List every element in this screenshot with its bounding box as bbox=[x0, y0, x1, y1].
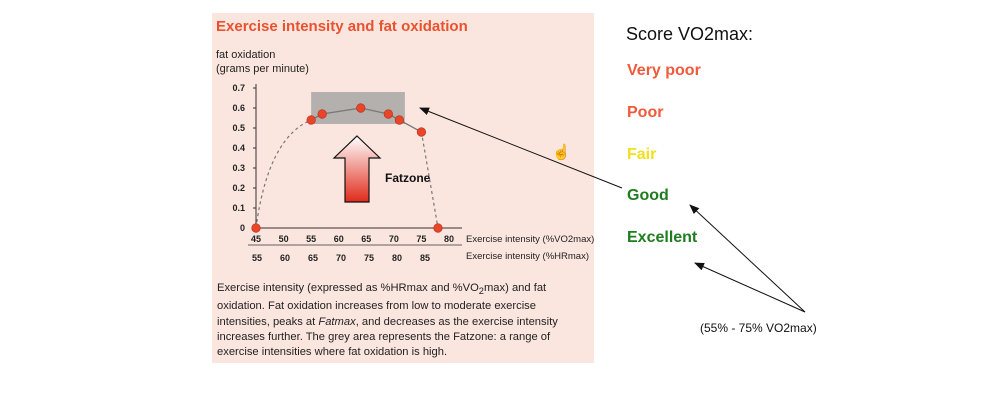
x2-tick-label: 80 bbox=[392, 253, 402, 263]
data-point bbox=[416, 127, 427, 137]
pointer-arrow-to-excellent bbox=[694, 262, 806, 313]
x2-tick-label: 75 bbox=[364, 253, 374, 263]
curve-rising-dashed bbox=[255, 119, 312, 229]
x-tick-label: 75 bbox=[416, 234, 426, 244]
x2-tick-label: 70 bbox=[336, 253, 346, 263]
x2-tick-label: 60 bbox=[280, 253, 290, 263]
x-tick-label: 70 bbox=[389, 234, 399, 244]
pointer-arrow-to-good bbox=[689, 204, 806, 313]
x-tick-label: 60 bbox=[334, 234, 344, 244]
data-point bbox=[306, 115, 316, 125]
score-title: Score VO2max: bbox=[626, 24, 754, 44]
figure-caption: Exercise intensity (expressed as %HRmax … bbox=[217, 282, 558, 359]
y-tick-label: 0.3 bbox=[232, 163, 245, 173]
y-tick-label: 0.6 bbox=[232, 103, 245, 113]
x2-tick-label: 85 bbox=[420, 253, 430, 263]
score-excellent: Excellent bbox=[627, 229, 698, 246]
data-point bbox=[394, 115, 404, 125]
y-tick-label: 0.2 bbox=[232, 183, 245, 193]
y-tick-label: 0.5 bbox=[232, 123, 245, 133]
x2-axis-label: Exercise intensity (%HRmax) bbox=[466, 251, 589, 262]
x-axis-label: Exercise intensity (%VO2max) bbox=[466, 234, 594, 245]
fatzone-up-arrow bbox=[332, 135, 382, 203]
hand-cursor-icon: ☝ bbox=[552, 144, 571, 161]
x-tick-label: 50 bbox=[279, 234, 289, 244]
y-tick-label: 0 bbox=[240, 223, 245, 233]
curve-falling-dashed bbox=[420, 131, 439, 229]
chart-title: Exercise intensity and fat oxidation bbox=[216, 18, 468, 35]
data-point bbox=[251, 223, 261, 233]
range-note: (55% - 75% VO2max) bbox=[700, 321, 817, 335]
y-tick-label: 0.1 bbox=[232, 203, 245, 213]
score-poor: Poor bbox=[627, 104, 664, 121]
figure-panel bbox=[212, 13, 594, 363]
x-tick-label: 80 bbox=[444, 234, 454, 244]
x2-tick-label: 65 bbox=[308, 253, 318, 263]
y-axis-label-line1: fat oxidation bbox=[216, 49, 276, 61]
x-tick-label: 55 bbox=[306, 234, 316, 244]
pointer-arrow-to-fatzone bbox=[419, 107, 623, 189]
score-good: Good bbox=[627, 187, 669, 204]
data-point bbox=[433, 223, 443, 233]
data-point bbox=[317, 109, 327, 119]
data-point bbox=[356, 103, 366, 113]
data-point bbox=[383, 109, 393, 119]
score-very-poor: Very poor bbox=[627, 62, 701, 79]
x-tick-label: 45 bbox=[251, 234, 261, 244]
y-tick-label: 0.7 bbox=[232, 83, 245, 93]
y-axis-label-line2: (grams per minute) bbox=[216, 63, 309, 75]
x-tick-label: 65 bbox=[361, 234, 371, 244]
y-tick-label: 0.4 bbox=[232, 143, 245, 153]
fatzone-arrow-label: Fatzone bbox=[385, 171, 431, 185]
score-fair: Fair bbox=[627, 146, 657, 163]
x2-tick-label: 55 bbox=[252, 253, 262, 263]
